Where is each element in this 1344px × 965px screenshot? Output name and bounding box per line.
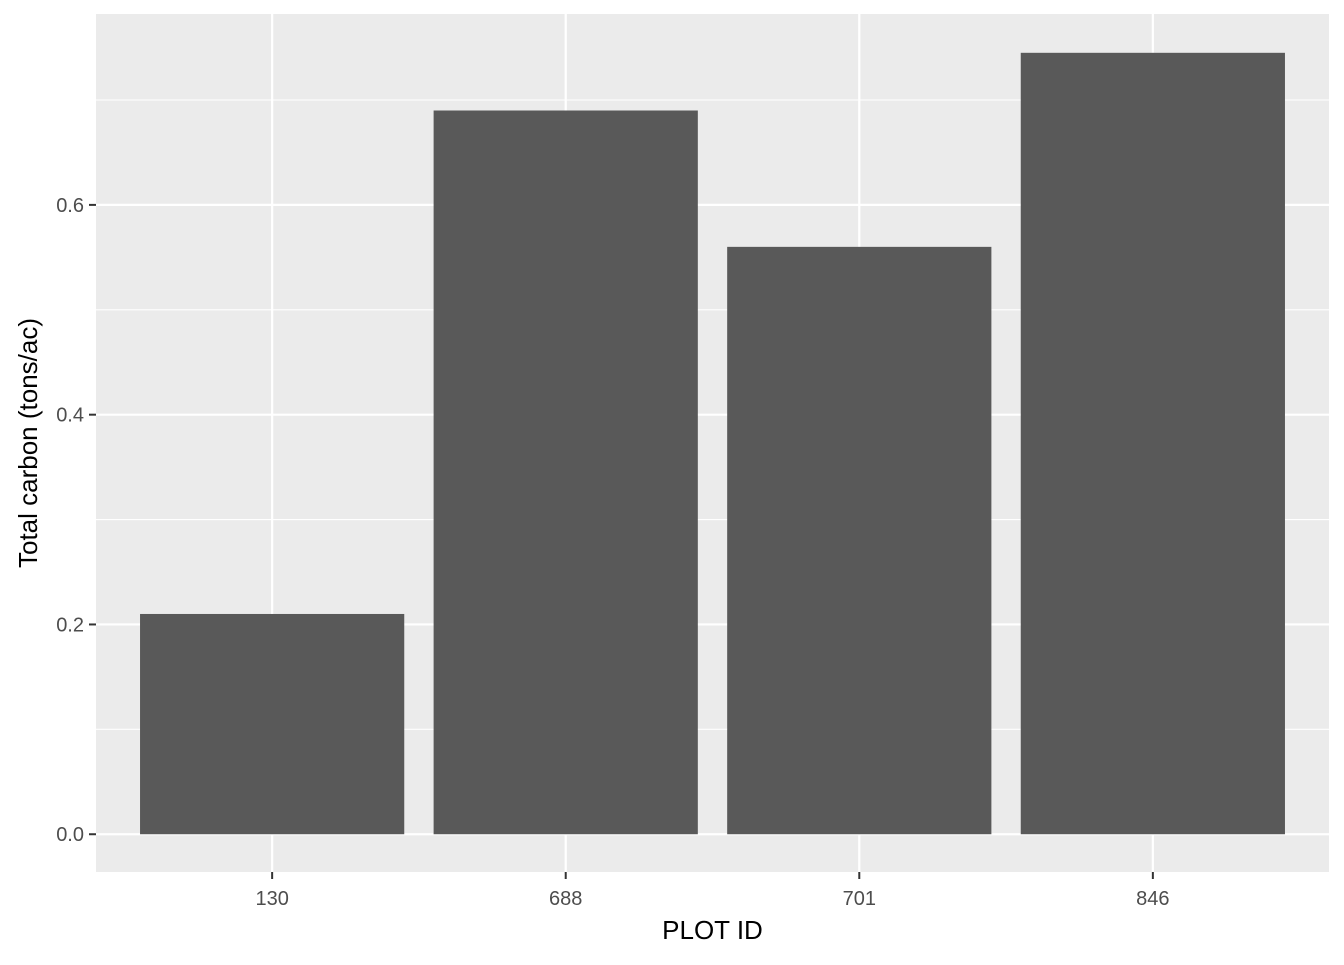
bars — [140, 52, 1285, 835]
y-tick-label: 0.4 — [56, 405, 84, 427]
y-tick-label: 0.6 — [56, 195, 84, 217]
x-axis-title: PLOT ID — [662, 915, 763, 945]
x-axis: 130 688 701 846 — [255, 872, 1170, 910]
y-tick-label: 0.2 — [56, 614, 84, 636]
bar-688 — [433, 110, 698, 835]
x-tick-label: 701 — [843, 888, 876, 910]
x-tick-label: 846 — [1136, 888, 1169, 910]
bar-130 — [140, 613, 405, 835]
y-axis-title: Total carbon (tons/ac) — [13, 318, 43, 568]
x-tick-label: 688 — [549, 888, 582, 910]
y-tick-label: 0.0 — [56, 824, 84, 846]
y-axis: 0.0 0.2 0.4 0.6 — [56, 195, 96, 846]
bar-701 — [727, 246, 992, 835]
bar-846 — [1020, 52, 1285, 835]
x-tick-label: 130 — [255, 888, 288, 910]
